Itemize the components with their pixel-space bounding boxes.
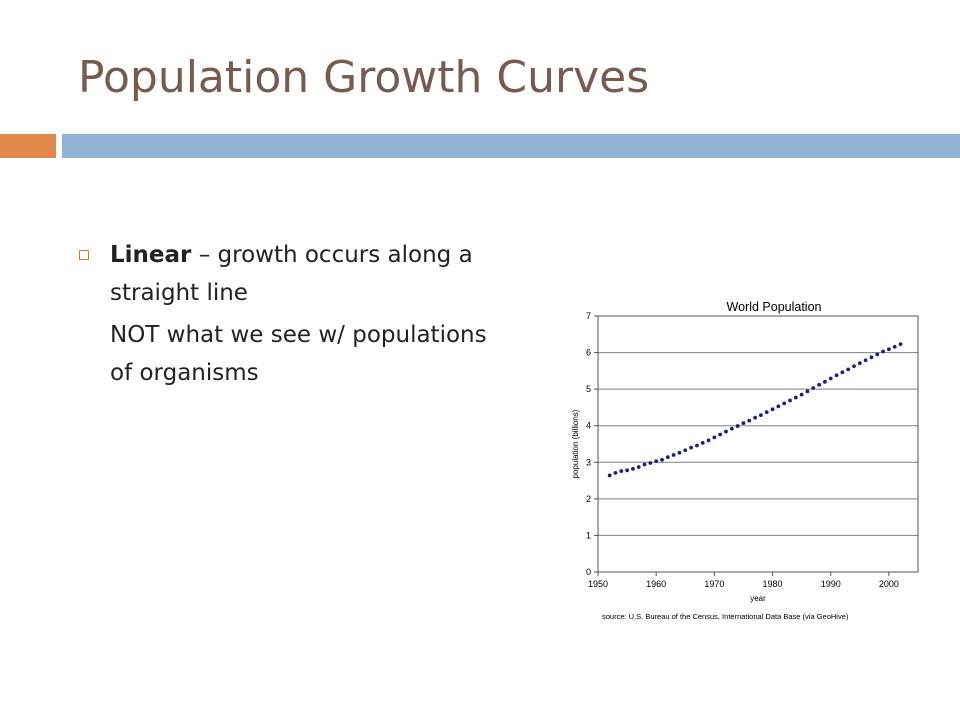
data-point [677, 450, 682, 455]
data-point [747, 418, 752, 423]
data-point [869, 355, 874, 360]
data-point [724, 429, 728, 434]
data-point [892, 344, 897, 349]
data-point [689, 445, 693, 450]
data-point [817, 382, 821, 387]
data-point [741, 421, 746, 426]
data-point [735, 424, 740, 428]
chart-x-ticks: 1950 1960 1970 1980 1990 2000 [588, 572, 899, 589]
x-tick-label: 2000 [879, 579, 899, 589]
data-point [776, 404, 781, 409]
x-tick-label: 1950 [588, 579, 608, 589]
accent-bar-orange [0, 134, 56, 158]
bullet-subtext: NOT what we see w/ populations of organi… [110, 322, 487, 386]
y-axis-label: population (billions) [571, 409, 580, 478]
bullet-list: Linear – growth occurs along a straight … [76, 236, 496, 392]
x-tick-label: 1960 [646, 579, 666, 589]
data-point [799, 392, 804, 397]
square-bullet-icon [79, 250, 89, 260]
data-point [770, 407, 775, 412]
data-point [665, 455, 670, 460]
data-point [706, 438, 711, 443]
data-point [642, 462, 647, 467]
y-tick-label: 1 [586, 530, 591, 540]
chart-title: World Population [727, 300, 822, 314]
y-tick-label: 7 [586, 311, 591, 321]
data-point [811, 386, 816, 390]
data-point [619, 469, 624, 473]
bullet-item: Linear – growth occurs along a straight … [76, 236, 496, 312]
data-point [683, 448, 688, 453]
y-tick-label: 5 [586, 384, 591, 394]
data-point [840, 370, 845, 375]
data-point [759, 413, 763, 418]
data-point [625, 468, 629, 473]
x-tick-label: 1990 [821, 579, 841, 589]
y-tick-label: 4 [586, 421, 591, 431]
data-point [852, 364, 856, 369]
data-point [846, 367, 851, 372]
data-point [863, 358, 868, 363]
data-point [764, 410, 769, 415]
x-tick-label: 1970 [704, 579, 724, 589]
bullet-text: growth occurs along a straight line [110, 242, 473, 306]
data-point [788, 398, 792, 403]
data-point [729, 426, 734, 431]
chart-gridlines [598, 315, 918, 573]
bullet-term: Linear [110, 242, 192, 268]
x-tick-label: 1980 [763, 579, 783, 589]
data-point [613, 470, 618, 475]
data-point [700, 441, 705, 445]
data-point [695, 443, 699, 448]
slide-title: Population Growth Curves [78, 52, 650, 103]
data-point [823, 379, 827, 384]
data-point [654, 459, 659, 464]
data-point [718, 432, 723, 437]
data-point [828, 376, 833, 381]
data-point [607, 473, 612, 478]
y-tick-label: 3 [586, 457, 591, 467]
data-point [782, 401, 787, 406]
chart-source-note: source: U.S. Bureau of the Census, Inter… [602, 612, 849, 621]
data-point [636, 465, 641, 469]
y-tick-label: 0 [586, 567, 591, 577]
chart-points [607, 342, 903, 478]
data-point [898, 342, 903, 347]
accent-bar-blue [62, 134, 960, 158]
data-point [875, 352, 880, 357]
data-point [857, 361, 862, 366]
data-point [712, 435, 717, 440]
bullet-dash: – [191, 242, 218, 268]
data-point [753, 415, 757, 420]
data-point [660, 457, 664, 462]
data-point [671, 453, 676, 457]
y-tick-label: 2 [586, 494, 591, 504]
data-point [887, 347, 891, 352]
x-axis-label: year [750, 594, 766, 603]
data-point [793, 395, 798, 400]
chart-y-ticks: 0 1 2 3 4 5 6 7 [586, 311, 598, 577]
data-point [631, 466, 635, 471]
y-tick-label: 6 [586, 348, 591, 358]
data-point [805, 389, 810, 394]
data-point [834, 373, 839, 378]
plot-area-frame [597, 315, 919, 573]
data-point [881, 349, 885, 354]
data-point [648, 461, 653, 465]
